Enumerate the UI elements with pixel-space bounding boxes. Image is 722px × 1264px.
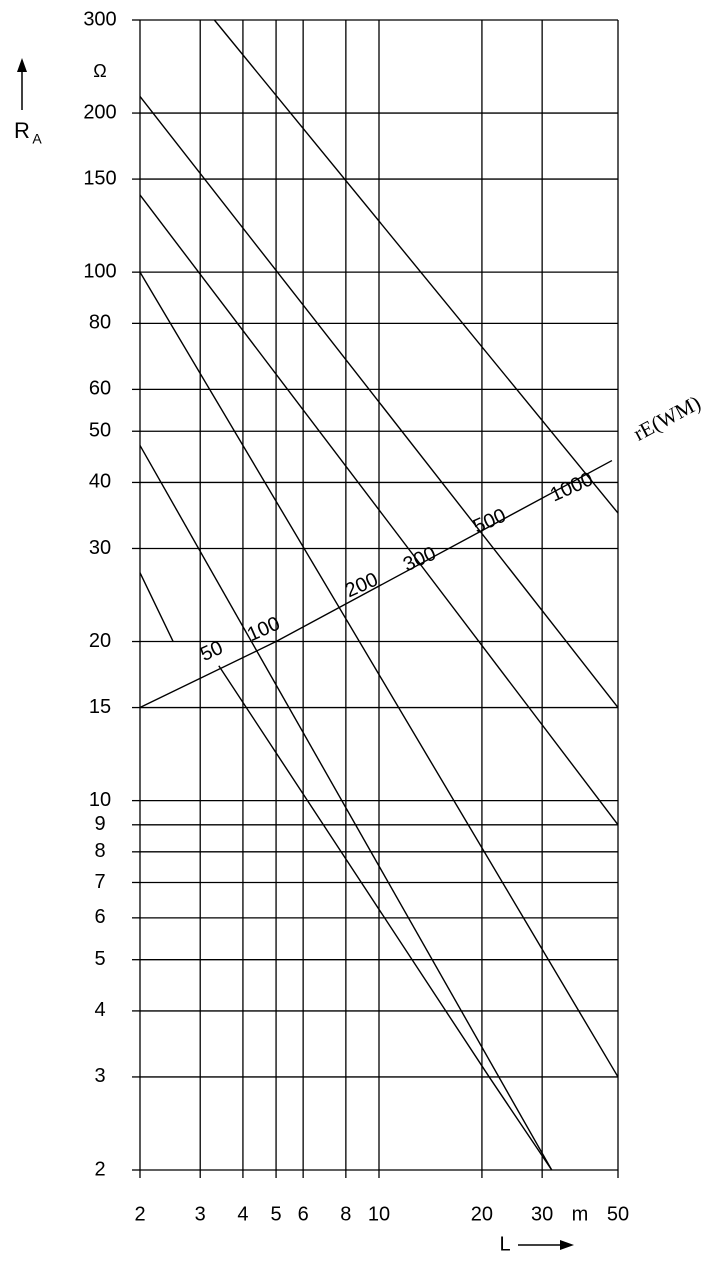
y-tick-label: 80 [89,312,111,334]
x-axis-unit: m [572,1203,589,1225]
y-tick-label: 300 [83,8,116,30]
x-axis-arrow-head [560,1240,574,1250]
y-tick-label: 40 [89,471,111,493]
y-tick-label: 60 [89,378,111,400]
y-tick-label: 2 [94,1158,105,1180]
nomogram-line [139,194,619,826]
y-tick-label: 20 [89,630,111,652]
y-tick-label: 4 [94,999,105,1021]
annotation: 1000 [547,468,597,506]
y-tick-label: 5 [94,948,105,970]
x-tick-label: 5 [271,1203,282,1225]
y-tick-label: 15 [89,696,111,718]
y-tick-label: 3 [94,1065,105,1087]
y-tick-label: 8 [94,840,105,862]
x-tick-label: 20 [471,1203,493,1225]
y-tick-label: 200 [83,101,116,123]
x-tick-label: 6 [298,1203,309,1225]
x-tick-label: 4 [237,1203,248,1225]
nomogram-line [139,445,553,1171]
nomogram-line [139,459,613,709]
nomogram-line [139,96,619,708]
annotation: 300 [400,543,439,577]
x-tick-label: 10 [368,1203,390,1225]
x-tick-label: 50 [607,1203,629,1225]
y-tick-label: 7 [94,871,105,893]
annotation: 500 [470,505,509,539]
y-tick-label: 6 [94,906,105,928]
y-tick-label: 9 [94,813,105,835]
x-tick-label: 8 [340,1203,351,1225]
y-tick-label: 150 [83,167,116,189]
x-axis-label: L [499,1233,510,1255]
nomogram-line [139,271,619,1078]
y-axis-label: R [14,118,30,143]
annotation: rE(WM) [629,390,704,445]
nomogram-line [218,665,553,1171]
y-tick-label: 10 [89,789,111,811]
y-tick-label: 100 [83,260,116,282]
x-tick-label: 2 [134,1203,145,1225]
y-axis-label-sub: A [32,131,42,147]
y-axis-unit: Ω [93,61,106,81]
nomogram-line [139,572,174,642]
x-tick-label: 3 [195,1203,206,1225]
x-tick-label: 30 [531,1203,553,1225]
y-axis-arrow-head [17,58,27,72]
y-tick-label: 50 [89,420,111,442]
y-tick-label: 30 [89,537,111,559]
nomogram-line [213,19,619,514]
annotation: 200 [342,569,381,603]
